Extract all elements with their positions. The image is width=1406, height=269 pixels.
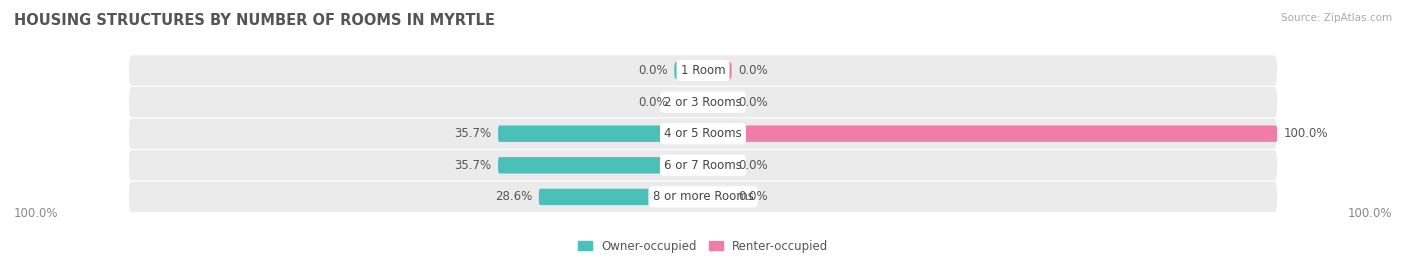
FancyBboxPatch shape [129, 150, 1277, 180]
FancyBboxPatch shape [703, 126, 1277, 142]
Text: 0.0%: 0.0% [638, 64, 668, 77]
Text: 100.0%: 100.0% [14, 207, 59, 220]
FancyBboxPatch shape [703, 62, 731, 79]
FancyBboxPatch shape [129, 182, 1277, 212]
Text: 1 Room: 1 Room [681, 64, 725, 77]
FancyBboxPatch shape [129, 119, 1277, 149]
FancyBboxPatch shape [498, 157, 703, 174]
FancyBboxPatch shape [498, 126, 703, 142]
Text: 2 or 3 Rooms: 2 or 3 Rooms [664, 95, 742, 109]
FancyBboxPatch shape [675, 62, 703, 79]
Text: HOUSING STRUCTURES BY NUMBER OF ROOMS IN MYRTLE: HOUSING STRUCTURES BY NUMBER OF ROOMS IN… [14, 13, 495, 29]
FancyBboxPatch shape [703, 94, 731, 110]
Text: 6 or 7 Rooms: 6 or 7 Rooms [664, 159, 742, 172]
Text: 100.0%: 100.0% [1284, 127, 1329, 140]
Text: Source: ZipAtlas.com: Source: ZipAtlas.com [1281, 13, 1392, 23]
FancyBboxPatch shape [675, 94, 703, 110]
Text: 0.0%: 0.0% [738, 190, 768, 203]
FancyBboxPatch shape [538, 189, 703, 205]
Text: 0.0%: 0.0% [638, 95, 668, 109]
FancyBboxPatch shape [703, 157, 731, 174]
Text: 28.6%: 28.6% [495, 190, 531, 203]
FancyBboxPatch shape [703, 189, 731, 205]
FancyBboxPatch shape [129, 55, 1277, 86]
Text: 0.0%: 0.0% [738, 64, 768, 77]
Text: 100.0%: 100.0% [1347, 207, 1392, 220]
Text: 4 or 5 Rooms: 4 or 5 Rooms [664, 127, 742, 140]
Text: 0.0%: 0.0% [738, 159, 768, 172]
FancyBboxPatch shape [129, 87, 1277, 117]
Text: 35.7%: 35.7% [454, 159, 491, 172]
Legend: Owner-occupied, Renter-occupied: Owner-occupied, Renter-occupied [578, 240, 828, 253]
Text: 8 or more Rooms: 8 or more Rooms [652, 190, 754, 203]
Text: 35.7%: 35.7% [454, 127, 491, 140]
Text: 0.0%: 0.0% [738, 95, 768, 109]
